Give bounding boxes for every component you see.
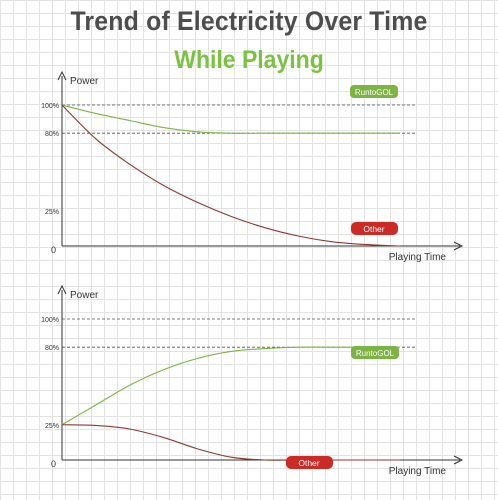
legend-badge-other — [286, 456, 333, 469]
series-line-other — [61, 104, 401, 247]
y-tick-label: 0 — [51, 245, 56, 255]
x-axis-arrow-icon — [453, 241, 464, 251]
y-tick-label: 100% — [41, 317, 59, 324]
legend-badge-runtogol — [351, 346, 399, 359]
chart-bottom: Power Playing Time 100% 80% 25% 0 RuntoGOL Othe… — [41, 284, 464, 477]
x-axis-label: Playing Time — [389, 466, 447, 477]
series-line-runtogol — [61, 346, 400, 426]
y-tick-label: 100% — [41, 103, 59, 110]
legend-label-runtogol: RuntoGOL — [356, 349, 395, 358]
y-axis-arrow-icon — [57, 284, 67, 295]
legend-label-runtogol: RuntoGOL — [355, 88, 394, 97]
y-tick-label: 25% — [45, 209, 59, 216]
y-axis-label: Power — [70, 290, 99, 301]
chart-subtitle: While Playing — [174, 46, 324, 74]
x-axis-arrow-icon — [453, 455, 464, 465]
y-tick-label: 0 — [51, 459, 56, 469]
legend-label-other: Other — [363, 224, 384, 234]
y-tick-label: 25% — [45, 423, 59, 430]
y-tick-label: 80% — [45, 345, 59, 352]
y-axis-arrow-icon — [57, 70, 67, 81]
series-line-runtogol — [61, 104, 400, 134]
chart-title: Trend of Electricity Over Time — [70, 6, 428, 36]
legend-badge-runtogol — [350, 85, 398, 98]
y-tick-label: 80% — [45, 131, 59, 138]
x-axis-label: Playing Time — [389, 252, 447, 263]
series-line-other — [61, 424, 400, 461]
chart-top: Power Playing Time 100% 80% 25% 0 RuntoGOL Othe… — [41, 70, 464, 263]
legend-badge-other — [351, 222, 398, 235]
y-axis-label: Power — [70, 76, 99, 87]
legend-label-other: Other — [298, 458, 319, 468]
